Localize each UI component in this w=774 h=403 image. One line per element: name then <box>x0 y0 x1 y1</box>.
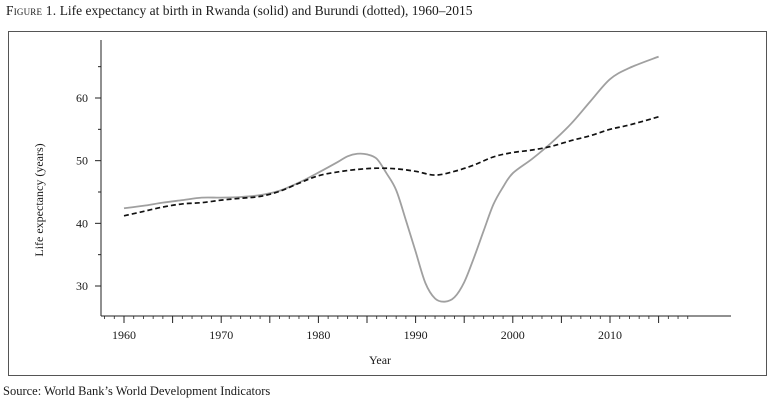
chart-frame <box>8 31 767 376</box>
figure-caption-text: Life expectancy at birth in Rwanda (soli… <box>59 3 473 18</box>
y-tick-label: 50 <box>76 154 88 168</box>
x-tick-label: 1980 <box>306 328 330 342</box>
figure-caption: Figure 1. Life expectancy at birth in Rw… <box>6 3 472 19</box>
x-tick-label: 2000 <box>501 328 525 342</box>
x-tick-label: 1960 <box>112 328 136 342</box>
source-note: Source: World Bank’s World Development I… <box>3 384 271 398</box>
x-axis-title: Year <box>369 353 391 367</box>
x-tick-label: 2010 <box>598 328 622 342</box>
y-axis-title: Life expectancy (years) <box>32 143 46 256</box>
chart-axes: 1960 1970 1980 1990 2000 2010 30 40 50 60 <box>76 40 731 342</box>
x-tick-label: 1990 <box>404 328 428 342</box>
y-tick-label: 30 <box>76 279 88 293</box>
chart-series <box>123 55 659 303</box>
y-tick-label: 60 <box>76 91 88 105</box>
x-tick-label: 1970 <box>209 328 233 342</box>
series-line-burundi <box>123 115 659 217</box>
series-line-rwanda <box>123 55 659 303</box>
y-tick-label: 40 <box>76 216 88 230</box>
figure-label: Figure 1. <box>6 3 57 18</box>
